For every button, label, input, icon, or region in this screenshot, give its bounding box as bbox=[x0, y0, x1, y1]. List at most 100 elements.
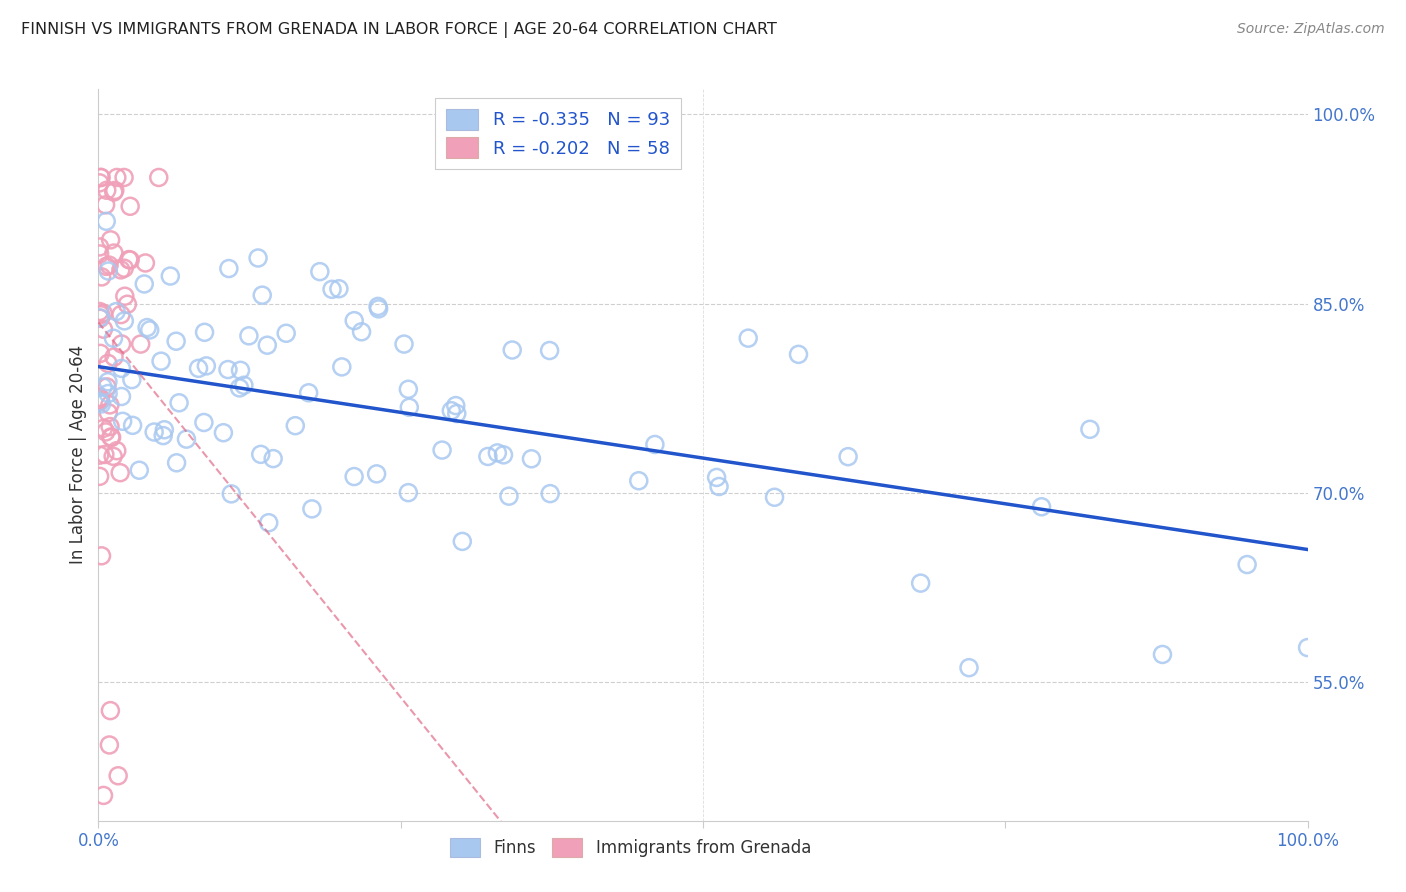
Point bbox=[451, 534, 474, 549]
Point bbox=[706, 470, 728, 484]
Point bbox=[301, 501, 323, 516]
Point bbox=[176, 432, 198, 446]
Point bbox=[477, 450, 499, 464]
Point bbox=[90, 397, 112, 411]
Point bbox=[96, 214, 118, 228]
Point bbox=[308, 265, 330, 279]
Point bbox=[98, 398, 121, 412]
Point bbox=[112, 261, 135, 276]
Point bbox=[1236, 558, 1258, 572]
Point bbox=[128, 463, 150, 477]
Point bbox=[440, 403, 463, 417]
Point bbox=[136, 320, 159, 334]
Point bbox=[396, 485, 419, 500]
Point bbox=[153, 423, 176, 437]
Point bbox=[262, 451, 284, 466]
Point bbox=[350, 325, 373, 339]
Point bbox=[367, 300, 389, 314]
Point bbox=[1152, 648, 1174, 662]
Point bbox=[110, 308, 132, 322]
Point bbox=[112, 314, 135, 328]
Point bbox=[89, 247, 111, 261]
Point bbox=[444, 399, 467, 413]
Point bbox=[114, 289, 136, 303]
Point bbox=[249, 447, 271, 461]
Point bbox=[367, 301, 389, 316]
Point bbox=[97, 406, 120, 420]
Point bbox=[232, 378, 254, 392]
Point bbox=[398, 401, 420, 415]
Point bbox=[104, 183, 127, 197]
Point bbox=[707, 479, 730, 493]
Point bbox=[217, 362, 239, 376]
Point bbox=[238, 329, 260, 343]
Point bbox=[94, 198, 117, 212]
Point bbox=[152, 428, 174, 442]
Point bbox=[538, 486, 561, 500]
Point bbox=[143, 425, 166, 439]
Point bbox=[96, 380, 118, 394]
Point bbox=[93, 421, 115, 435]
Legend: Finns, Immigrants from Grenada: Finns, Immigrants from Grenada bbox=[443, 831, 818, 863]
Point bbox=[193, 416, 215, 430]
Point bbox=[112, 170, 135, 185]
Point bbox=[252, 288, 274, 302]
Point bbox=[96, 260, 118, 274]
Point bbox=[100, 430, 122, 444]
Point bbox=[105, 304, 128, 318]
Point bbox=[98, 419, 121, 434]
Point bbox=[89, 448, 111, 462]
Point bbox=[486, 446, 509, 460]
Point bbox=[97, 386, 120, 401]
Point bbox=[97, 375, 120, 389]
Y-axis label: In Labor Force | Age 20-64: In Labor Force | Age 20-64 bbox=[69, 345, 87, 565]
Point bbox=[187, 361, 209, 376]
Point bbox=[90, 269, 112, 284]
Text: FINNISH VS IMMIGRANTS FROM GRENADA IN LABOR FORCE | AGE 20-64 CORRELATION CHART: FINNISH VS IMMIGRANTS FROM GRENADA IN LA… bbox=[21, 22, 778, 38]
Point bbox=[787, 347, 810, 361]
Point bbox=[103, 331, 125, 345]
Point bbox=[121, 373, 143, 387]
Point bbox=[105, 170, 128, 185]
Point bbox=[150, 354, 173, 368]
Point bbox=[117, 297, 139, 311]
Point bbox=[138, 323, 160, 337]
Point bbox=[89, 304, 111, 318]
Point bbox=[110, 361, 132, 376]
Point bbox=[103, 185, 125, 199]
Point bbox=[89, 311, 111, 326]
Point bbox=[321, 282, 343, 296]
Point bbox=[98, 738, 121, 752]
Point bbox=[96, 183, 118, 197]
Point bbox=[97, 264, 120, 278]
Point bbox=[343, 314, 366, 328]
Point bbox=[89, 310, 111, 325]
Point bbox=[100, 430, 122, 444]
Text: Source: ZipAtlas.com: Source: ZipAtlas.com bbox=[1237, 22, 1385, 37]
Point bbox=[100, 704, 122, 718]
Point bbox=[257, 516, 280, 530]
Point bbox=[837, 450, 859, 464]
Point bbox=[90, 308, 112, 322]
Point bbox=[93, 789, 115, 803]
Point bbox=[89, 390, 111, 404]
Point bbox=[212, 425, 235, 440]
Point bbox=[110, 390, 132, 404]
Point bbox=[110, 263, 132, 277]
Point bbox=[644, 437, 666, 451]
Point bbox=[89, 176, 111, 190]
Point bbox=[446, 407, 468, 421]
Point bbox=[1031, 500, 1053, 514]
Point bbox=[276, 326, 298, 341]
Point bbox=[108, 466, 131, 480]
Point bbox=[167, 396, 190, 410]
Point bbox=[129, 337, 152, 351]
Point bbox=[228, 381, 250, 395]
Point bbox=[392, 337, 415, 351]
Point bbox=[111, 414, 134, 428]
Point bbox=[97, 356, 120, 370]
Point bbox=[100, 233, 122, 247]
Point bbox=[107, 769, 129, 783]
Point bbox=[1296, 640, 1319, 655]
Point bbox=[195, 359, 218, 373]
